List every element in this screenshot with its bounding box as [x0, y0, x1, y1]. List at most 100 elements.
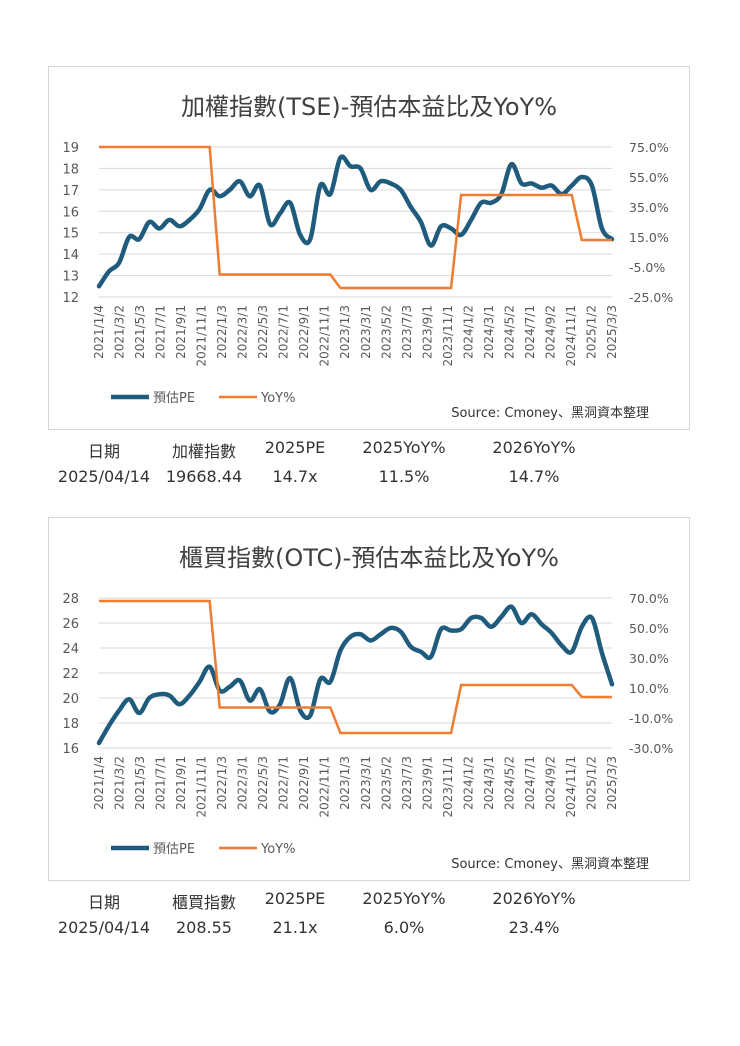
otc-chart-svg: 28 26 24 22 20 18 16 70.0% 50.0% 30.0% 10.0% -10.0%… — [62, 591, 673, 872]
x-tick-label: 2021/5/3 — [133, 305, 147, 359]
x-tick-label: 2024/7/1 — [523, 305, 537, 359]
summary-header-pe: 2025PE — [264, 438, 326, 457]
source-note: Source: Cmoney、黑洞資本整理 — [451, 857, 649, 872]
y-right-tick-label: 35.0% — [629, 200, 669, 215]
summary-value-pe: 14.7x — [272, 467, 318, 486]
y-right-tick-label: 75.0% — [629, 140, 669, 155]
y-right-tick-label: 10.0% — [629, 681, 669, 696]
tse-chart-title: 加權指數(TSE)-預估本益比及YoY% — [180, 93, 558, 121]
summary-value-yoy2026: 23.4% — [508, 918, 560, 937]
y-left-tick-label: 14 — [62, 248, 79, 263]
y-left-tick-label: 12 — [62, 291, 79, 306]
x-tick-label: 2021/5/3 — [133, 756, 147, 810]
x-tick-label: 2022/1/3 — [215, 305, 229, 359]
summary-header-yoy2026: 2026YoY% — [492, 889, 576, 908]
y-right-tick-label: 50.0% — [629, 621, 669, 636]
summary-value-index: 19668.44 — [165, 467, 243, 486]
x-tick-label: 2024/11/1 — [564, 756, 578, 818]
y-left-tick-label: 26 — [62, 617, 79, 632]
x-tick-label: 2025/1/2 — [584, 305, 598, 359]
x-tick-label: 2021/9/1 — [174, 756, 188, 810]
x-tick-label: 2022/11/1 — [318, 756, 332, 818]
summary-header-date: 日期 — [87, 442, 120, 461]
x-tick-label: 2021/3/2 — [113, 756, 127, 810]
x-tick-label: 2023/5/2 — [379, 756, 393, 810]
x-tick-label: 2023/1/3 — [338, 756, 352, 810]
y-left-tick-label: 20 — [62, 692, 79, 707]
x-tick-label: 2023/3/1 — [359, 305, 373, 359]
x-tick-label: 2023/3/1 — [359, 756, 373, 810]
x-tick-label: 2024/5/2 — [502, 756, 516, 810]
x-tick-label: 2023/1/3 — [338, 305, 352, 359]
x-tick-label: 2025/3/3 — [605, 305, 619, 359]
x-tick-label: 2021/9/1 — [174, 305, 188, 359]
x-tick-label: 2021/7/1 — [154, 305, 168, 359]
series-line-pe — [96, 604, 615, 746]
x-tick-label: 2022/5/3 — [256, 305, 270, 359]
summary-value-yoy2025: 11.5% — [378, 467, 430, 486]
x-tick-label: 2024/9/2 — [543, 305, 557, 359]
tse-chart-panel: 加權指數(TSE)-預估本益比及YoY% 19 18 17 16 15 14 13 12 75.… — [48, 66, 690, 430]
x-tick-label: 2022/7/1 — [277, 756, 291, 810]
summary-header-pe: 2025PE — [264, 889, 326, 908]
series-line-yoy — [99, 599, 612, 735]
x-tick-label: 2023/5/2 — [379, 305, 393, 359]
x-tick-label: 2024/5/2 — [502, 305, 516, 359]
x-tick-label: 2024/11/1 — [564, 305, 578, 367]
summary-header-date: 日期 — [87, 893, 120, 912]
summary-value-yoy2025: 6.0% — [383, 918, 425, 937]
x-tick-label: 2023/7/3 — [400, 305, 414, 359]
summary-header-yoy2025: 2025YoY% — [362, 889, 446, 908]
x-tick-label: 2025/3/3 — [605, 756, 619, 810]
x-tick-label: 2022/9/1 — [297, 756, 311, 810]
y-left-tick-label: 28 — [62, 592, 79, 607]
x-tick-label: 2023/7/3 — [400, 756, 414, 810]
y-left-tick-label: 18 — [62, 717, 79, 732]
summary-value-pe: 21.1x — [272, 918, 318, 937]
x-tick-label: 2024/1/2 — [461, 305, 475, 359]
x-tick-label: 2023/11/1 — [441, 756, 455, 818]
x-tick-label: 2021/3/2 — [113, 305, 127, 359]
source-note: Source: Cmoney、黑洞資本整理 — [451, 406, 649, 421]
y-left-tick-label: 24 — [62, 642, 79, 657]
y-right-tick-label: 15.0% — [629, 230, 669, 245]
summary-value-date: 2025/04/14 — [57, 467, 151, 486]
y-right-tick-label: 55.0% — [629, 170, 669, 185]
x-tick-label: 2022/3/1 — [236, 305, 250, 359]
x-tick-label: 2021/1/4 — [92, 305, 106, 359]
otc-chart-title: 櫃買指數(OTC)-預估本益比及YoY% — [179, 544, 559, 572]
x-tick-label: 2022/11/1 — [318, 305, 332, 367]
y-left-tick-label: 17 — [62, 184, 79, 199]
x-tick-label: 2021/7/1 — [154, 756, 168, 810]
summary-header-yoy2025: 2025YoY% — [362, 438, 446, 457]
legend-label: 預估PE — [153, 842, 195, 857]
y-left-tick-label: 13 — [62, 270, 79, 285]
x-tick-label: 2024/1/2 — [461, 756, 475, 810]
y-right-tick-label: 30.0% — [629, 651, 669, 666]
y-left-tick-label: 16 — [62, 742, 79, 757]
x-tick-label: 2022/1/3 — [215, 756, 229, 810]
x-tick-label: 2024/7/1 — [523, 756, 537, 810]
x-tick-label: 2022/7/1 — [277, 305, 291, 359]
x-tick-label: 2025/1/2 — [584, 756, 598, 810]
y-left-tick-label: 22 — [62, 667, 79, 682]
x-tick-label: 2023/11/1 — [441, 305, 455, 367]
x-tick-label: 2021/11/1 — [195, 305, 209, 367]
x-tick-label: 2021/1/4 — [92, 756, 106, 810]
x-tick-label: 2024/3/1 — [482, 756, 496, 810]
summary-value-date: 2025/04/14 — [57, 918, 151, 937]
y-right-tick-label: 70.0% — [629, 591, 669, 606]
x-tick-label: 2024/9/2 — [543, 756, 557, 810]
y-right-tick-label: -10.0% — [629, 711, 673, 726]
y-left-tick-label: 15 — [62, 227, 79, 242]
legend-label: YoY% — [260, 391, 295, 406]
y-right-tick-label: -5.0% — [629, 260, 665, 275]
otc-chart-panel: 櫃買指數(OTC)-預估本益比及YoY% 28 26 24 22 20 18 16 70.0%… — [48, 517, 690, 881]
legend-label: 預估PE — [153, 391, 195, 406]
x-tick-label: 2023/9/1 — [420, 756, 434, 810]
y-left-tick-label: 19 — [62, 141, 79, 156]
y-left-tick-label: 18 — [62, 162, 79, 177]
tse-chart-svg: 19 18 17 16 15 14 13 12 75.0% 55.0% 35.0% 15.0% -5.0… — [62, 140, 673, 421]
series-line-pe — [96, 154, 615, 289]
x-tick-label: 2022/3/1 — [236, 756, 250, 810]
